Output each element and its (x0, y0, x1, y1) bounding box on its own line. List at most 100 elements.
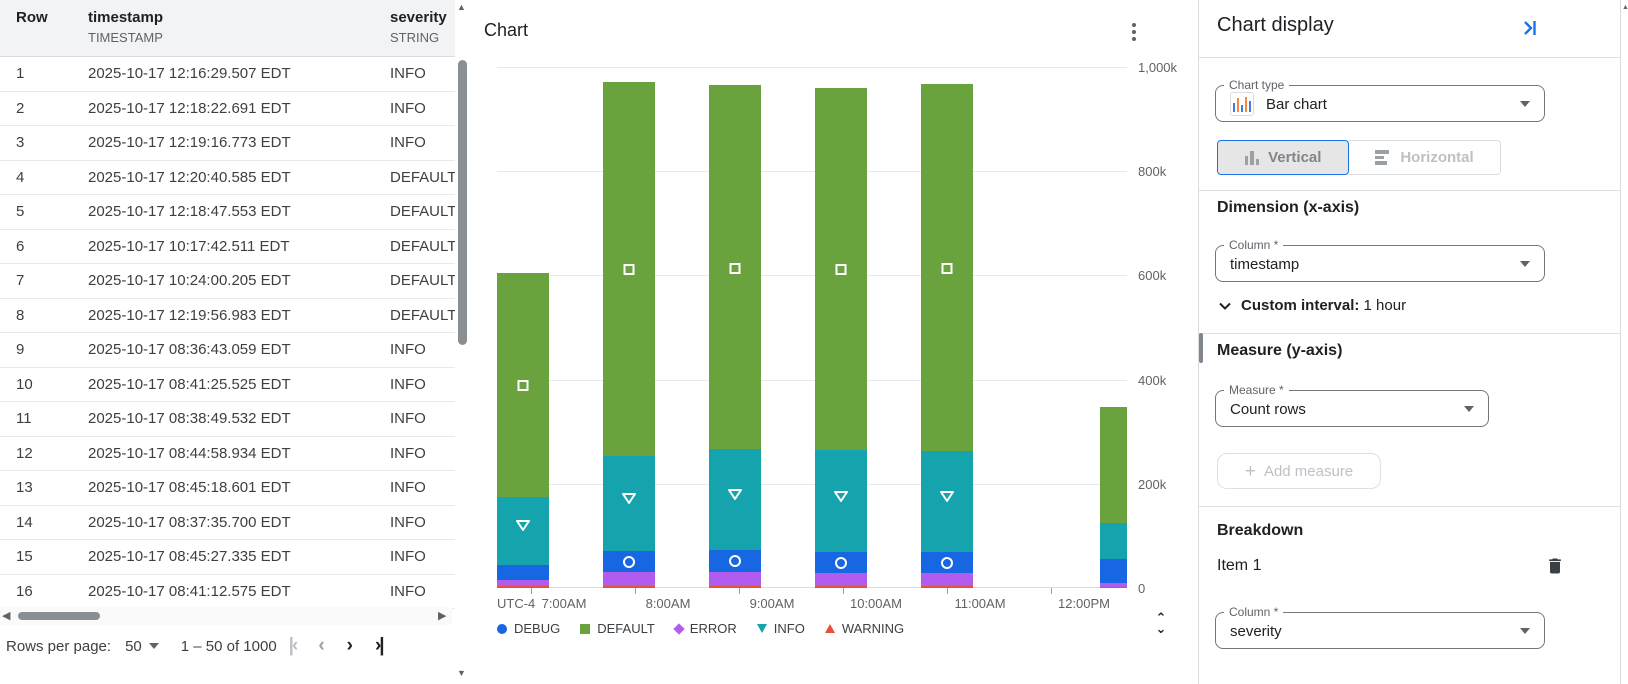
stacked-bar-700am[interactable] (497, 67, 549, 588)
rows-per-page-select[interactable]: 50 (125, 638, 159, 655)
previous-page-button[interactable]: ‹ (318, 635, 325, 656)
divider (1199, 190, 1620, 191)
divider (1199, 57, 1620, 58)
table-row: 15 2025-10-17 08:45:27.335 EDT INFO (0, 540, 456, 575)
column-label: Column * (1229, 605, 1279, 619)
scroll-right-arrow-icon[interactable]: ▶ (438, 610, 447, 622)
bar-segment-warning[interactable] (921, 585, 973, 588)
severity-cell: DEFAULT (390, 203, 456, 221)
bar-segment-warning[interactable] (1100, 586, 1127, 588)
stacked-bar-800am[interactable] (603, 67, 655, 588)
dropdown-arrow-icon (1520, 101, 1530, 107)
collapse-panel-icon[interactable] (1518, 16, 1542, 40)
timestamp-cell: 2025-10-17 08:45:18.601 EDT (88, 479, 291, 497)
add-measure-button[interactable]: + Add measure (1217, 453, 1381, 489)
orientation-vertical-button[interactable]: Vertical (1217, 140, 1349, 175)
table-row: 16 2025-10-17 08:41:12.575 EDT INFO (0, 575, 456, 609)
bar-segment-warning[interactable] (709, 585, 761, 588)
stacked-bar-1100am[interactable] (921, 67, 973, 588)
table-row: 9 2025-10-17 08:36:43.059 EDT INFO (0, 333, 456, 368)
table-vertical-scrollbar[interactable]: ▲ ▼ (455, 0, 469, 684)
bar-segment-warning[interactable] (603, 585, 655, 588)
custom-interval-toggle[interactable]: Custom interval: 1 hour (1217, 297, 1406, 314)
scroll-left-arrow-icon[interactable]: ◀ (2, 610, 11, 622)
severity-cell: INFO (390, 410, 426, 428)
bar-segment-default[interactable] (497, 272, 549, 497)
measure-field[interactable]: Measure * Count rows (1215, 383, 1489, 427)
orientation-horizontal-button[interactable]: Horizontal (1349, 140, 1501, 175)
bar-segment-info[interactable] (1100, 522, 1127, 560)
x-axis-ticks (497, 588, 1127, 595)
bar-segment-error[interactable] (709, 571, 761, 586)
timestamp-cell: 2025-10-17 12:19:16.773 EDT (88, 134, 291, 152)
legend-item-debug[interactable]: DEBUG (497, 621, 560, 636)
chart-type-field[interactable]: Chart type Bar chart (1215, 78, 1545, 122)
table-row: 4 2025-10-17 12:20:40.585 EDT DEFAULT (0, 161, 456, 195)
timestamp-cell: 2025-10-17 12:18:22.691 EDT (88, 99, 291, 117)
x-tick (531, 588, 532, 594)
plus-icon: + (1244, 460, 1256, 482)
last-page-button[interactable]: ›| (374, 635, 385, 656)
custom-interval-value: 1 hour (1363, 297, 1407, 314)
delete-breakdown-icon[interactable] (1545, 556, 1565, 576)
timestamp-cell: 2025-10-17 10:24:00.205 EDT (88, 272, 291, 290)
scroll-down-arrow-icon[interactable]: ▼ (457, 668, 466, 678)
bar-segment-error[interactable] (603, 572, 655, 586)
severity-cell: DEFAULT (390, 272, 456, 290)
scroll-up-arrow-icon[interactable]: ▲ (457, 2, 466, 12)
triangle-down-marker-icon (939, 490, 955, 508)
bar-segment-error[interactable] (497, 580, 549, 587)
circle-marker-icon (941, 556, 953, 569)
row-number: 9 (16, 341, 25, 359)
bar-segment-error[interactable] (815, 572, 867, 587)
bar-segment-warning[interactable] (815, 586, 867, 588)
table-row: 6 2025-10-17 10:17:42.511 EDT DEFAULT (0, 230, 456, 264)
table-row: 2 2025-10-17 12:18:22.691 EDT INFO (0, 92, 456, 126)
bar-segment-default[interactable] (1100, 407, 1127, 523)
horizontal-scrollbar-thumb[interactable] (18, 612, 100, 620)
pagination-bar: Rows per page: 50 1 – 50 of 1000 |‹ ‹ › … (0, 628, 456, 664)
column-label: Column * (1229, 238, 1279, 252)
chevron-down-icon (1219, 302, 1231, 310)
legend-item-default[interactable]: DEFAULT (580, 621, 655, 636)
bar-segment-default[interactable] (709, 84, 761, 450)
divider (1199, 333, 1620, 334)
stacked-bar-900am[interactable] (709, 67, 761, 588)
column-name: timestamp (88, 9, 164, 26)
timestamp-cell: 2025-10-17 12:18:47.553 EDT (88, 203, 291, 221)
timestamp-cell: 2025-10-17 08:36:43.059 EDT (88, 341, 291, 359)
first-page-button[interactable]: |‹ (288, 635, 299, 656)
stacked-bar-1000am[interactable] (815, 67, 867, 588)
bar-segment-default[interactable] (921, 83, 973, 451)
vertical-scrollbar-thumb[interactable] (458, 60, 467, 345)
row-number: 16 (16, 582, 33, 600)
scroll-up-arrow-icon[interactable]: ▲ (1622, 4, 1628, 11)
breakdown-column-field[interactable]: Column * severity (1215, 605, 1545, 649)
page-scrollbar[interactable]: ▲ (1620, 0, 1628, 684)
stacked-bar-1200pm[interactable] (1100, 67, 1127, 588)
bar-segment-error[interactable] (1100, 582, 1127, 587)
panel-scrollbar-thumb[interactable] (1199, 333, 1203, 363)
timestamp-cell: 2025-10-17 10:17:42.511 EDT (88, 237, 290, 255)
bar-segment-debug[interactable] (1100, 559, 1127, 583)
legend-item-warning[interactable]: WARNING (824, 621, 904, 636)
legend-item-info[interactable]: INFO (756, 621, 805, 636)
bar-segment-error[interactable] (921, 572, 973, 586)
legend-label: DEBUG (514, 621, 561, 636)
gridline (497, 587, 1127, 588)
table-horizontal-scrollbar[interactable]: ◀ ▶ (0, 607, 452, 625)
bar-segment-default[interactable] (815, 87, 867, 450)
column-name: severity (390, 9, 447, 26)
bar-segment-debug[interactable] (497, 564, 549, 581)
chart-options-menu-button[interactable] (1125, 20, 1143, 42)
next-page-button[interactable]: › (346, 635, 353, 656)
row-number: 7 (16, 272, 25, 290)
x-tick-label: 10:00AM (849, 596, 903, 611)
bar-segment-default[interactable] (603, 81, 655, 457)
bar-segment-warning[interactable] (497, 586, 549, 588)
expand-chart-button[interactable]: ⌃ ⌄ (1155, 610, 1167, 636)
dimension-column-field[interactable]: Column * timestamp (1215, 238, 1545, 282)
legend-item-error[interactable]: ERROR (673, 621, 737, 636)
measure-value: Count rows (1230, 400, 1306, 418)
timestamp-cell: 2025-10-17 08:38:49.532 EDT (88, 410, 291, 428)
